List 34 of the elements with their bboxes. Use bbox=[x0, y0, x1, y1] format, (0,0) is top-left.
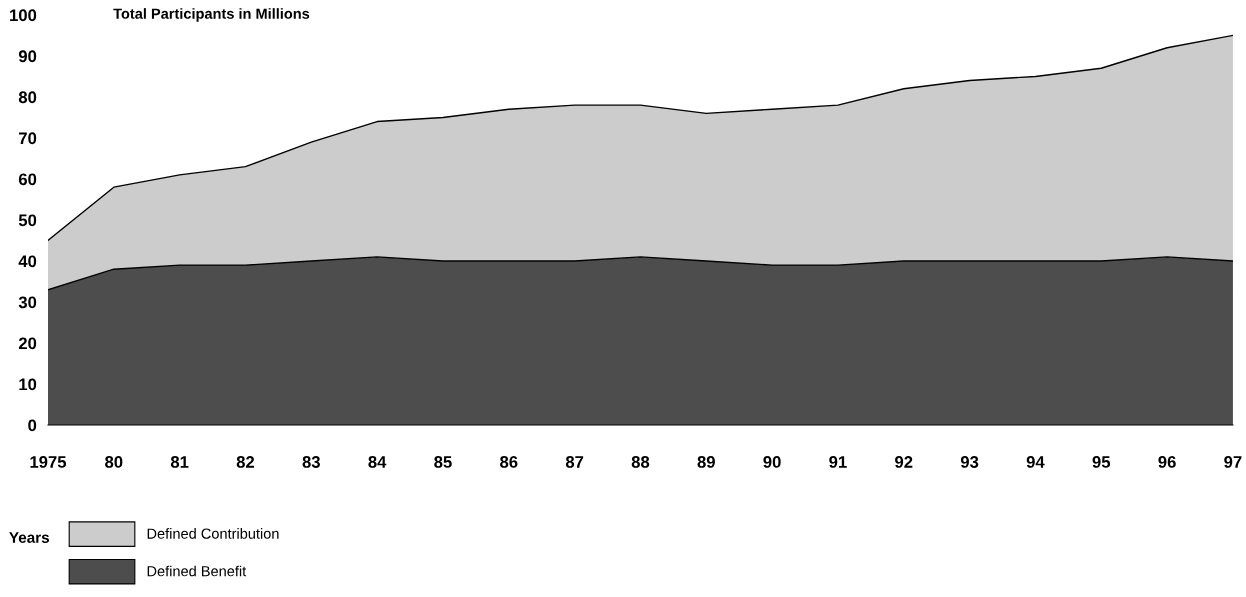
x-tick-label: 83 bbox=[302, 456, 320, 468]
x-tick-label: 97 bbox=[1224, 456, 1242, 468]
x-tick-label: 80 bbox=[105, 456, 123, 468]
y-tick-label: 60 bbox=[18, 173, 37, 186]
y-tick-label: 10 bbox=[19, 378, 37, 391]
x-tick-label: 91 bbox=[829, 456, 847, 468]
y-tick-label: 100 bbox=[10, 9, 37, 22]
y-tick-label: 30 bbox=[18, 296, 37, 309]
x-tick-label: 88 bbox=[631, 456, 650, 468]
x-tick-label: 85 bbox=[434, 456, 452, 468]
x-tick-label: 95 bbox=[1092, 456, 1111, 468]
y-tick-label: 0 bbox=[28, 419, 37, 432]
legend-label: Defined Contribution bbox=[147, 528, 279, 539]
x-tick-label: 1975 bbox=[30, 456, 67, 468]
x-tick-label: 96 bbox=[1158, 456, 1176, 468]
x-tick-label: 90 bbox=[763, 456, 781, 468]
y-tick-label: 20 bbox=[18, 337, 37, 350]
x-tick-label: 89 bbox=[697, 456, 715, 468]
x-tick-label: 92 bbox=[895, 456, 913, 468]
x-tick-label: 82 bbox=[236, 456, 255, 468]
chart-title: Total Participants in Millions bbox=[113, 8, 310, 22]
y-tick-label: 40 bbox=[18, 255, 37, 268]
legend-label: Defined Benefit bbox=[147, 565, 247, 577]
x-tick-label: 84 bbox=[368, 456, 387, 468]
x-tick-label: 94 bbox=[1026, 456, 1045, 468]
y-tick-label: 50 bbox=[18, 214, 37, 227]
x-tick-label: 81 bbox=[170, 456, 189, 468]
y-tick-label: 80 bbox=[18, 91, 37, 104]
y-tick-label: 90 bbox=[18, 50, 37, 63]
x-axis-title: Years bbox=[9, 532, 50, 543]
x-tick-label: 87 bbox=[565, 456, 584, 468]
x-tick-label: 93 bbox=[960, 456, 979, 468]
x-tick-label: 86 bbox=[500, 456, 518, 468]
y-tick-label: 70 bbox=[19, 132, 37, 145]
